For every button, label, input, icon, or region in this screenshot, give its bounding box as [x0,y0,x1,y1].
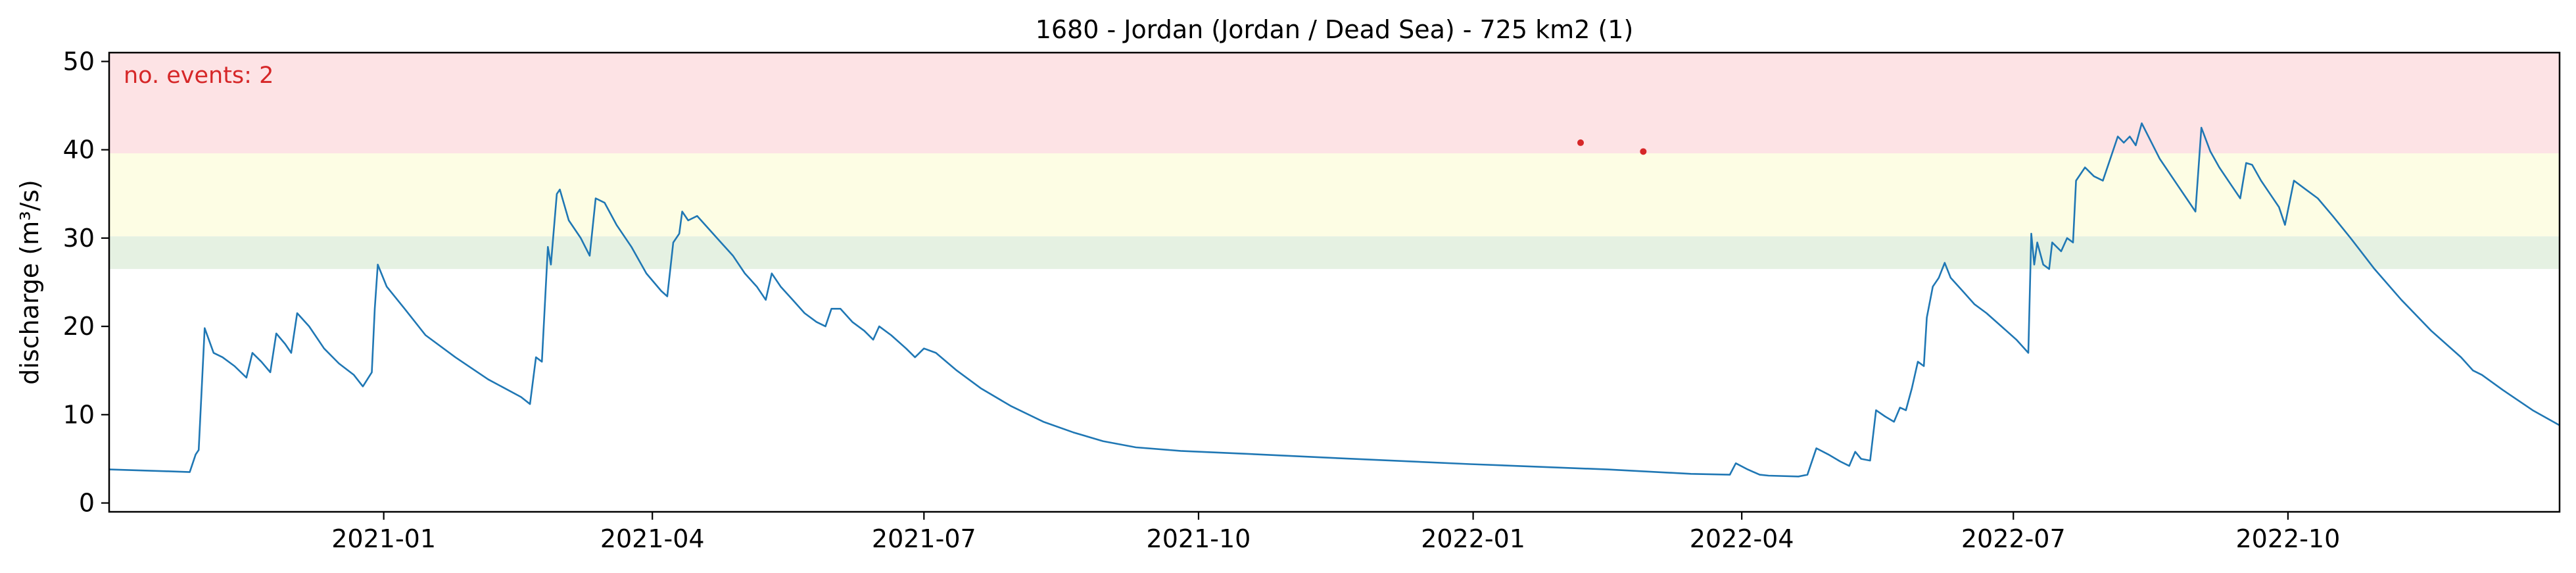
events-annotation: no. events: 2 [124,62,274,89]
plot-frame [108,51,2561,513]
x-tick-label-2022-04: 2022-04 [1690,524,1794,553]
event-marker-1 [1640,148,1647,155]
y-tick-label-30: 30 [63,224,95,253]
series-line-0 [108,122,2560,478]
x-tick-label-2022-10: 2022-10 [2236,524,2341,553]
x-tick-label-2021-07: 2021-07 [872,524,976,553]
x-tick-label-2021-10: 2021-10 [1147,524,1251,553]
x-tick-label-2022-07: 2022-07 [1961,524,2066,553]
plot-area [108,122,2560,478]
y-tick-label-20: 20 [63,312,95,341]
threshold-bands [109,53,2560,269]
threshold-band-0 [109,236,2560,269]
event-markers [1577,139,1647,155]
x-tick-label-2021-04: 2021-04 [600,524,705,553]
threshold-band-2 [109,53,2560,154]
x-tick-label-2021-01: 2021-01 [331,524,436,553]
chart-title: 1680 - Jordan (Jordan / Dead Sea) - 725 … [1036,15,1634,44]
y-tick-label-50: 50 [63,47,95,76]
event-marker-0 [1577,139,1585,146]
axis-ticks: 0 10 20 30 40 50 2021-01 2021-04 2021-07 2021-10 2… [63,47,2341,553]
y-tick-label-10: 10 [63,400,95,429]
y-axis-label: discharge (m³/s) [15,180,44,385]
x-tick-label-2022-01: 2022-01 [1421,524,1525,553]
y-tick-label-0: 0 [79,489,95,518]
threshold-band-1 [109,153,2560,237]
y-tick-label-40: 40 [63,136,95,164]
